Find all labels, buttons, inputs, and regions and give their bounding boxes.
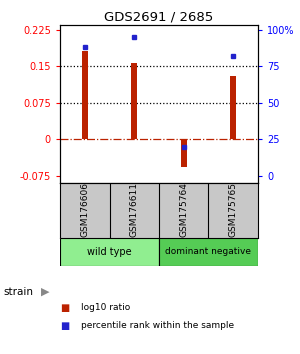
- Bar: [230, 76, 236, 139]
- Text: ■: ■: [60, 303, 69, 313]
- Bar: [82, 51, 88, 139]
- Title: GDS2691 / 2685: GDS2691 / 2685: [104, 11, 214, 24]
- Text: wild type: wild type: [87, 247, 132, 257]
- Text: dominant negative: dominant negative: [166, 247, 251, 256]
- Text: log10 ratio: log10 ratio: [81, 303, 130, 313]
- Bar: [181, 139, 187, 167]
- Text: GSM176611: GSM176611: [130, 182, 139, 237]
- Bar: [159, 238, 258, 266]
- Bar: [131, 63, 137, 139]
- Text: GSM175764: GSM175764: [179, 182, 188, 237]
- Text: GSM176606: GSM176606: [80, 182, 89, 237]
- Text: percentile rank within the sample: percentile rank within the sample: [81, 321, 234, 330]
- Bar: [60, 238, 159, 266]
- Text: GSM175765: GSM175765: [229, 182, 238, 237]
- Text: strain: strain: [3, 287, 33, 297]
- Text: ▶: ▶: [40, 287, 49, 297]
- Text: ■: ■: [60, 321, 69, 331]
